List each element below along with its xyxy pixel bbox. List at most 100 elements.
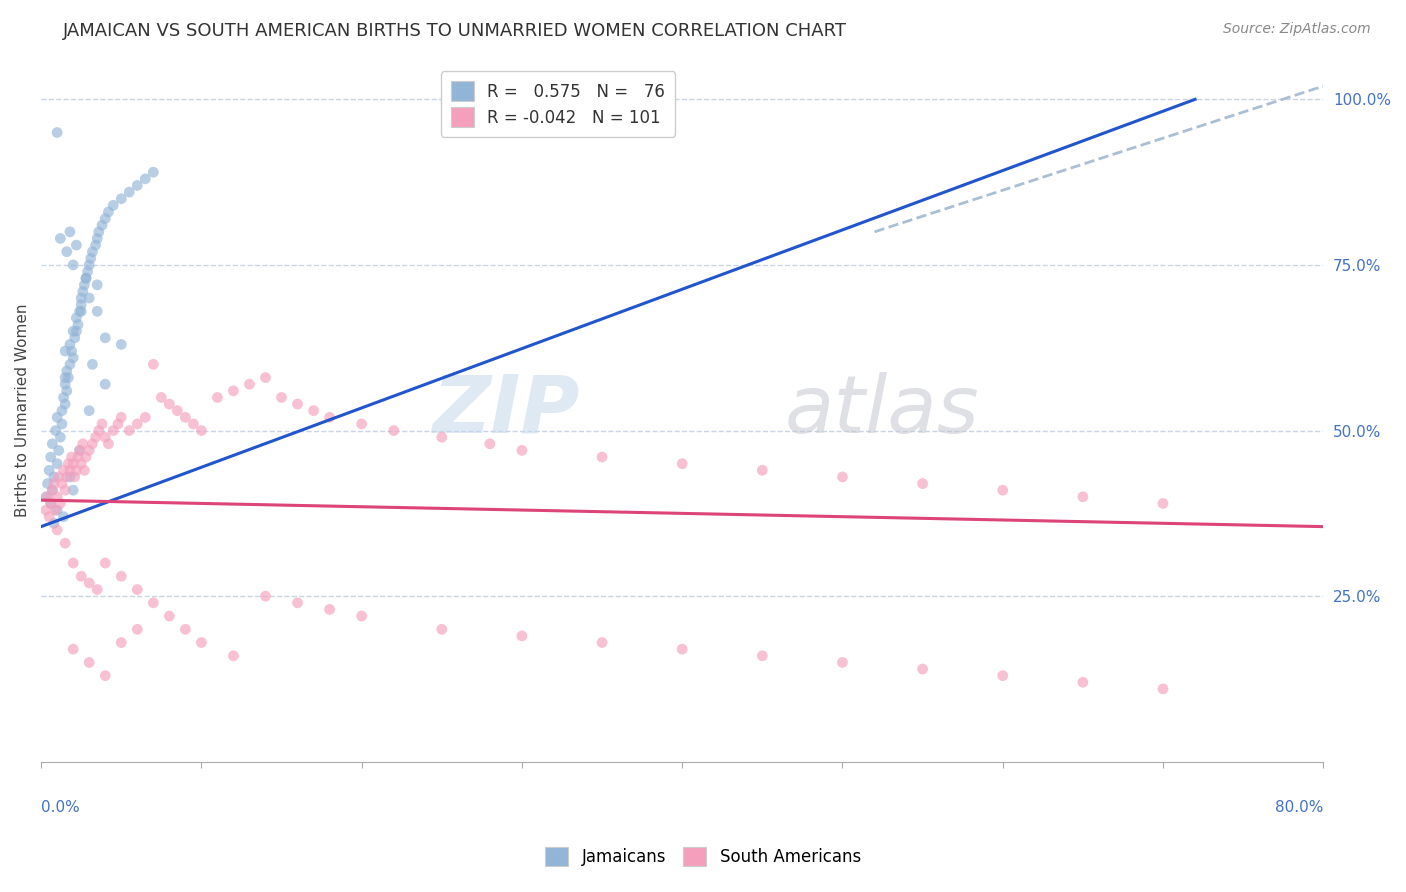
Point bbox=[72, 285, 94, 299]
Point bbox=[157, 397, 180, 411]
Point bbox=[51, 417, 73, 431]
Point bbox=[38, 509, 60, 524]
Point bbox=[59, 225, 82, 239]
Point bbox=[77, 403, 100, 417]
Point bbox=[103, 198, 125, 212]
Point bbox=[46, 523, 69, 537]
Point bbox=[60, 450, 83, 464]
Point bbox=[91, 218, 114, 232]
Point bbox=[238, 377, 260, 392]
Point bbox=[94, 668, 117, 682]
Point bbox=[118, 424, 141, 438]
Point bbox=[110, 337, 132, 351]
Point bbox=[91, 417, 114, 431]
Point bbox=[66, 450, 89, 464]
Point bbox=[53, 370, 76, 384]
Text: 0.0%: 0.0% bbox=[41, 800, 80, 815]
Point bbox=[58, 370, 80, 384]
Point bbox=[510, 629, 533, 643]
Point bbox=[75, 271, 97, 285]
Point bbox=[318, 410, 340, 425]
Point bbox=[1152, 496, 1174, 510]
Point bbox=[66, 318, 89, 332]
Point bbox=[49, 496, 72, 510]
Point bbox=[77, 258, 100, 272]
Point bbox=[65, 238, 87, 252]
Point bbox=[75, 450, 97, 464]
Point bbox=[84, 430, 107, 444]
Point bbox=[142, 357, 165, 371]
Point bbox=[41, 483, 63, 498]
Point bbox=[80, 252, 103, 266]
Point bbox=[70, 298, 93, 312]
Point bbox=[53, 536, 76, 550]
Point bbox=[110, 192, 132, 206]
Point bbox=[82, 437, 104, 451]
Point bbox=[62, 351, 84, 365]
Point bbox=[82, 357, 104, 371]
Point bbox=[41, 483, 63, 498]
Point bbox=[751, 463, 773, 477]
Point bbox=[222, 384, 245, 398]
Point bbox=[70, 569, 93, 583]
Point bbox=[478, 437, 501, 451]
Point bbox=[97, 205, 120, 219]
Point bbox=[39, 496, 62, 510]
Legend: R =   0.575   N =   76, R = -0.042   N = 101: R = 0.575 N = 76, R = -0.042 N = 101 bbox=[440, 71, 675, 136]
Point bbox=[591, 635, 613, 649]
Point bbox=[73, 463, 96, 477]
Point bbox=[55, 244, 77, 259]
Point bbox=[110, 410, 132, 425]
Point bbox=[48, 470, 70, 484]
Point bbox=[110, 569, 132, 583]
Point bbox=[51, 476, 73, 491]
Point bbox=[87, 424, 110, 438]
Point bbox=[86, 231, 108, 245]
Legend: Jamaicans, South Americans: Jamaicans, South Americans bbox=[538, 840, 868, 873]
Point bbox=[270, 391, 292, 405]
Point bbox=[65, 310, 87, 325]
Point bbox=[65, 463, 87, 477]
Point bbox=[42, 470, 65, 484]
Point bbox=[134, 410, 156, 425]
Point bbox=[52, 463, 75, 477]
Point bbox=[671, 457, 693, 471]
Point bbox=[59, 463, 82, 477]
Point bbox=[41, 437, 63, 451]
Point bbox=[84, 238, 107, 252]
Point bbox=[991, 483, 1014, 498]
Point bbox=[62, 483, 84, 498]
Point bbox=[46, 457, 69, 471]
Point bbox=[110, 635, 132, 649]
Point bbox=[69, 443, 91, 458]
Point bbox=[46, 410, 69, 425]
Point bbox=[350, 609, 373, 624]
Point bbox=[70, 457, 93, 471]
Point bbox=[94, 556, 117, 570]
Point bbox=[222, 648, 245, 663]
Point bbox=[58, 457, 80, 471]
Point bbox=[174, 622, 197, 636]
Point bbox=[287, 596, 309, 610]
Point bbox=[69, 443, 91, 458]
Point bbox=[65, 324, 87, 338]
Point bbox=[70, 304, 93, 318]
Text: 80.0%: 80.0% bbox=[1275, 800, 1323, 815]
Point bbox=[831, 470, 853, 484]
Point bbox=[430, 622, 453, 636]
Point bbox=[591, 450, 613, 464]
Point bbox=[1152, 681, 1174, 696]
Point bbox=[62, 556, 84, 570]
Point bbox=[49, 231, 72, 245]
Point bbox=[63, 470, 86, 484]
Point bbox=[75, 271, 97, 285]
Point bbox=[77, 656, 100, 670]
Point bbox=[55, 470, 77, 484]
Point bbox=[97, 437, 120, 451]
Point bbox=[103, 424, 125, 438]
Point bbox=[118, 185, 141, 199]
Y-axis label: Births to Unmarried Women: Births to Unmarried Women bbox=[15, 304, 30, 517]
Point bbox=[510, 443, 533, 458]
Point bbox=[254, 589, 277, 603]
Point bbox=[127, 622, 149, 636]
